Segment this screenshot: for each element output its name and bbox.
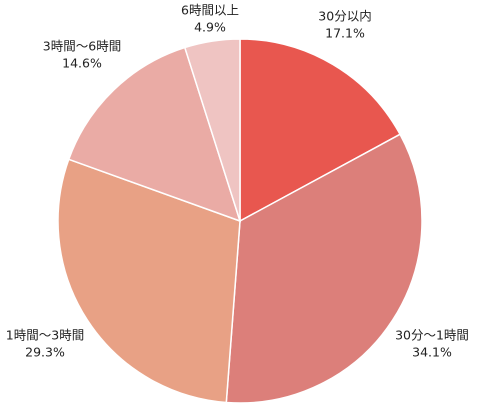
pie-slice <box>67 46 242 223</box>
labels: 30分以内 17.1% 30分〜1時間 34.1% 1時間〜3時間 29.3% 3時間〜6時… <box>6 3 469 360</box>
pie-slice <box>183 38 241 222</box>
slice-value-label: 4.9% <box>194 20 226 35</box>
slice-category: 30分〜1時間 <box>395 328 469 343</box>
pie-slice <box>239 38 402 223</box>
slice-value-label: 17.1% <box>325 26 365 41</box>
slice-value-label: 14.6% <box>62 56 102 71</box>
slice-category: 30分以内 <box>318 9 371 24</box>
pie <box>57 38 423 404</box>
pie-slice <box>225 133 423 404</box>
slice-value-label: 29.3% <box>25 345 65 360</box>
slice-category: 6時間以上 <box>181 3 239 18</box>
pie-slice <box>57 158 241 404</box>
slice-category: 1時間〜3時間 <box>6 328 84 343</box>
slice-category: 3時間〜6時間 <box>43 39 121 54</box>
slice-value-label: 34.1% <box>412 345 452 360</box>
